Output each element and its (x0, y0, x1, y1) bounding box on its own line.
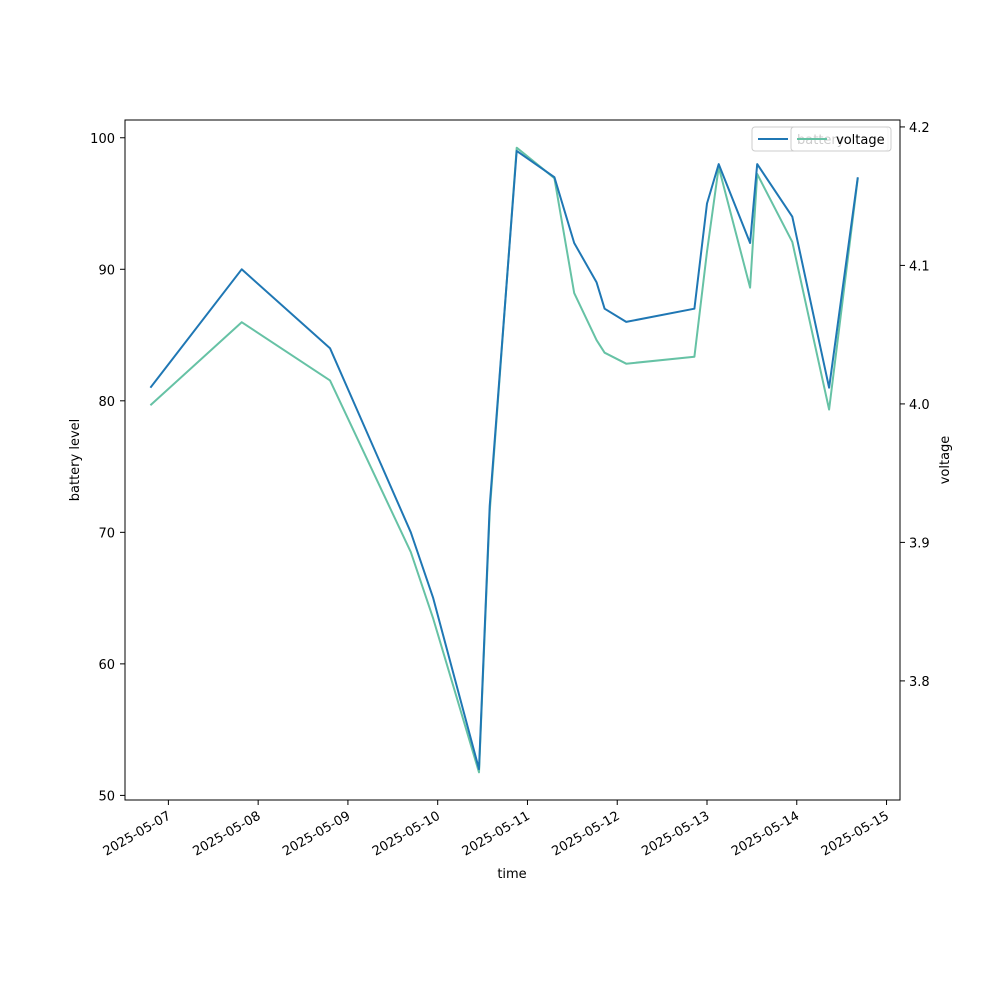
legend-right-label: voltage (836, 133, 885, 148)
y-left-tick-label: 50 (98, 789, 115, 804)
series-line-voltage (149, 146, 859, 774)
lines-layer (149, 146, 859, 774)
y-axis-left-ticks: 50 60 70 80 90 100 (90, 132, 125, 804)
x-tick-label: 2025-05-14 (729, 809, 802, 860)
y-left-tick-label: 90 (98, 263, 115, 278)
x-tick-label: 2025-05-07 (101, 809, 174, 860)
x-tick-label: 2025-05-13 (639, 809, 712, 860)
y-right-tick-label: 3.8 (909, 675, 930, 690)
y-right-tick-label: 3.9 (909, 536, 930, 551)
series-line-battery (149, 149, 859, 771)
y-right-tick-label: 4.0 (909, 398, 930, 413)
plot-frame (124, 119, 901, 801)
y-axis-right-label: voltage (938, 436, 953, 485)
y-axis-right-ticks: 3.8 3.9 4.0 4.1 4.2 (900, 121, 930, 690)
legend-right: voltage (790, 126, 892, 152)
x-tick-label: 2025-05-08 (190, 809, 263, 860)
x-tick-label: 2025-05-10 (370, 809, 443, 860)
y-left-tick-label: 80 (98, 395, 115, 410)
y-left-tick-label: 70 (98, 526, 115, 541)
x-tick-label: 2025-05-09 (280, 809, 353, 860)
y-axis-left-label: battery level (68, 419, 83, 502)
y-right-tick-label: 4.1 (909, 259, 930, 274)
x-axis-label: time (497, 867, 526, 882)
y-right-tick-label: 4.2 (909, 121, 930, 136)
legend-right-box (790, 126, 892, 152)
x-tick-label: 2025-05-12 (550, 809, 623, 860)
x-axis-ticks: 2025-05-07 2025-05-08 2025-05-09 2025-05-10… (101, 800, 892, 859)
x-tick-label: 2025-05-11 (460, 809, 533, 860)
x-tick-label: 2025-05-15 (819, 809, 892, 860)
y-left-tick-label: 100 (90, 132, 115, 147)
y-left-tick-label: 60 (98, 658, 115, 673)
